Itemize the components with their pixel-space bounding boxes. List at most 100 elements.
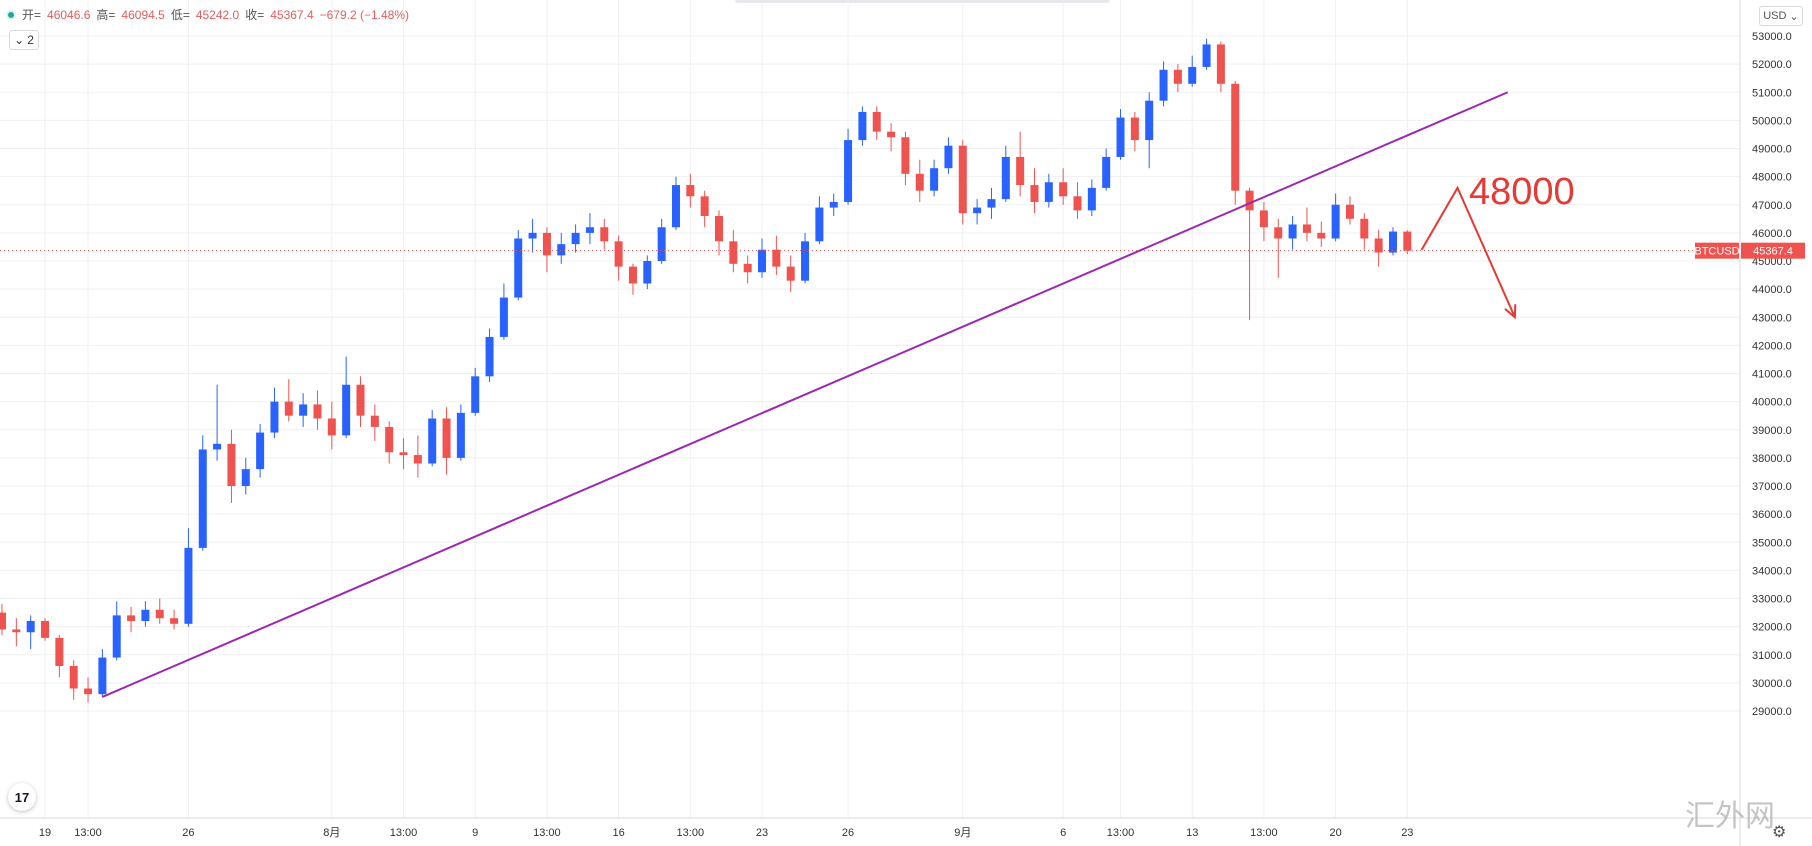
candle-body	[1102, 156, 1111, 188]
candle-body	[987, 199, 996, 208]
candle-body	[915, 173, 924, 191]
candle-body	[600, 227, 609, 242]
open-value: 46046.6	[47, 7, 91, 22]
candle-body	[944, 145, 953, 169]
candle-body	[1030, 185, 1039, 202]
time-tick-label: 6	[1060, 827, 1066, 839]
candle-body	[671, 185, 680, 228]
indicator-count: 2	[27, 33, 34, 47]
candle-body	[1259, 210, 1268, 228]
candle-body	[643, 261, 652, 284]
change-value: −679.2 (−1.48%)	[319, 7, 410, 22]
candle-body	[112, 615, 121, 658]
price-tick-label: 34000.0	[1752, 565, 1792, 577]
candle-body	[270, 401, 279, 433]
logo-text: 17	[14, 789, 30, 805]
candle-body	[1073, 196, 1082, 211]
time-tick-label: 13	[1186, 827, 1198, 839]
gear-icon[interactable]: ⚙	[1772, 824, 1787, 841]
candle-body	[743, 263, 752, 273]
candle-body	[1331, 204, 1340, 239]
price-tick-label: 38000.0	[1752, 453, 1792, 465]
tradingview-logo-icon[interactable]: 17	[8, 783, 36, 811]
price-tick-label: 53000.0	[1752, 31, 1792, 43]
price-tick-label: 51000.0	[1752, 87, 1792, 99]
price-tick-label: 31000.0	[1752, 650, 1792, 662]
ohlc-legend: 开= 46046.6 高= 46094.5 低= 45242.0 收= 45367.4 …	[6, 6, 409, 23]
high-value: 46094.5	[121, 7, 165, 22]
candle-body	[872, 111, 881, 132]
price-tick-label: 45000.0	[1752, 256, 1792, 268]
close-value: 45367.4	[270, 7, 314, 22]
time-tick-label: 13:00	[1107, 827, 1135, 839]
candle-body	[829, 201, 838, 208]
candle-body	[227, 443, 236, 486]
candle-body	[1059, 182, 1068, 197]
candle-body	[772, 249, 781, 267]
candle-body	[1360, 218, 1369, 239]
time-tick-label: 13:00	[533, 827, 561, 839]
candle-body	[1388, 231, 1397, 253]
time-tick-label: 9月	[954, 827, 971, 839]
candle-body	[184, 547, 193, 624]
candle-body	[700, 196, 709, 216]
currency-label: USD	[1763, 10, 1787, 22]
candle-body	[1274, 227, 1283, 239]
candle-body	[12, 629, 21, 633]
time-tick-label: 16	[612, 827, 624, 839]
price-tick-label: 43000.0	[1752, 312, 1792, 324]
candle-body	[758, 249, 767, 273]
candle-body	[1001, 156, 1010, 200]
candle-body	[141, 609, 150, 621]
candle-body	[313, 404, 322, 419]
candle-body	[41, 621, 50, 638]
candle-body	[299, 404, 308, 416]
price-tick-label: 46000.0	[1752, 228, 1792, 240]
time-tick-label: 19	[39, 827, 51, 839]
time-tick-label: 23	[756, 827, 768, 839]
forecast-path	[1420, 185, 1516, 318]
candle-body	[1317, 232, 1326, 239]
candle-body	[327, 418, 336, 436]
candle-body	[1130, 117, 1139, 141]
price-tick-label: 52000.0	[1752, 59, 1792, 71]
candle-body	[657, 227, 666, 261]
top-drag-handle[interactable]	[735, 0, 1110, 3]
candle-body	[786, 266, 795, 281]
candle-body	[585, 227, 594, 233]
candle-body	[213, 443, 222, 450]
candle-body	[973, 207, 982, 214]
price-tick-label: 33000.0	[1752, 594, 1792, 606]
time-tick-label: 23	[1401, 827, 1413, 839]
candle-body	[98, 657, 107, 695]
candle-body	[1288, 224, 1297, 239]
candle-body	[844, 140, 853, 202]
forecast-arrow-head	[1504, 304, 1517, 320]
candle-body	[155, 609, 164, 619]
candle-body	[628, 266, 637, 284]
price-tick-label: 30000.0	[1752, 678, 1792, 690]
candle-body	[901, 137, 910, 174]
candle-body	[399, 452, 408, 456]
price-tick-label: 41000.0	[1752, 369, 1792, 381]
symbol-tag-bg	[1695, 242, 1739, 259]
close-label: 收=	[245, 8, 265, 22]
currency-select[interactable]: USD ⌄	[1759, 6, 1803, 26]
price-tick-label: 50000.0	[1752, 115, 1792, 127]
candle-body	[1159, 69, 1168, 101]
candle-body	[84, 688, 93, 695]
candle-body	[1216, 44, 1225, 84]
candle-body	[528, 232, 537, 239]
candle-body	[471, 376, 480, 413]
high-label: 高=	[96, 8, 116, 22]
candle-body	[55, 637, 64, 666]
candle-body	[1231, 83, 1240, 191]
price-tick-label: 44000.0	[1752, 284, 1792, 296]
candle-body	[284, 401, 293, 416]
price-tick-label: 37000.0	[1752, 481, 1792, 493]
collapse-indicators-button[interactable]: ⌄ 2	[9, 30, 39, 50]
candle-body	[356, 384, 365, 416]
candle-body	[1302, 224, 1311, 233]
trend-line	[101, 91, 1509, 698]
